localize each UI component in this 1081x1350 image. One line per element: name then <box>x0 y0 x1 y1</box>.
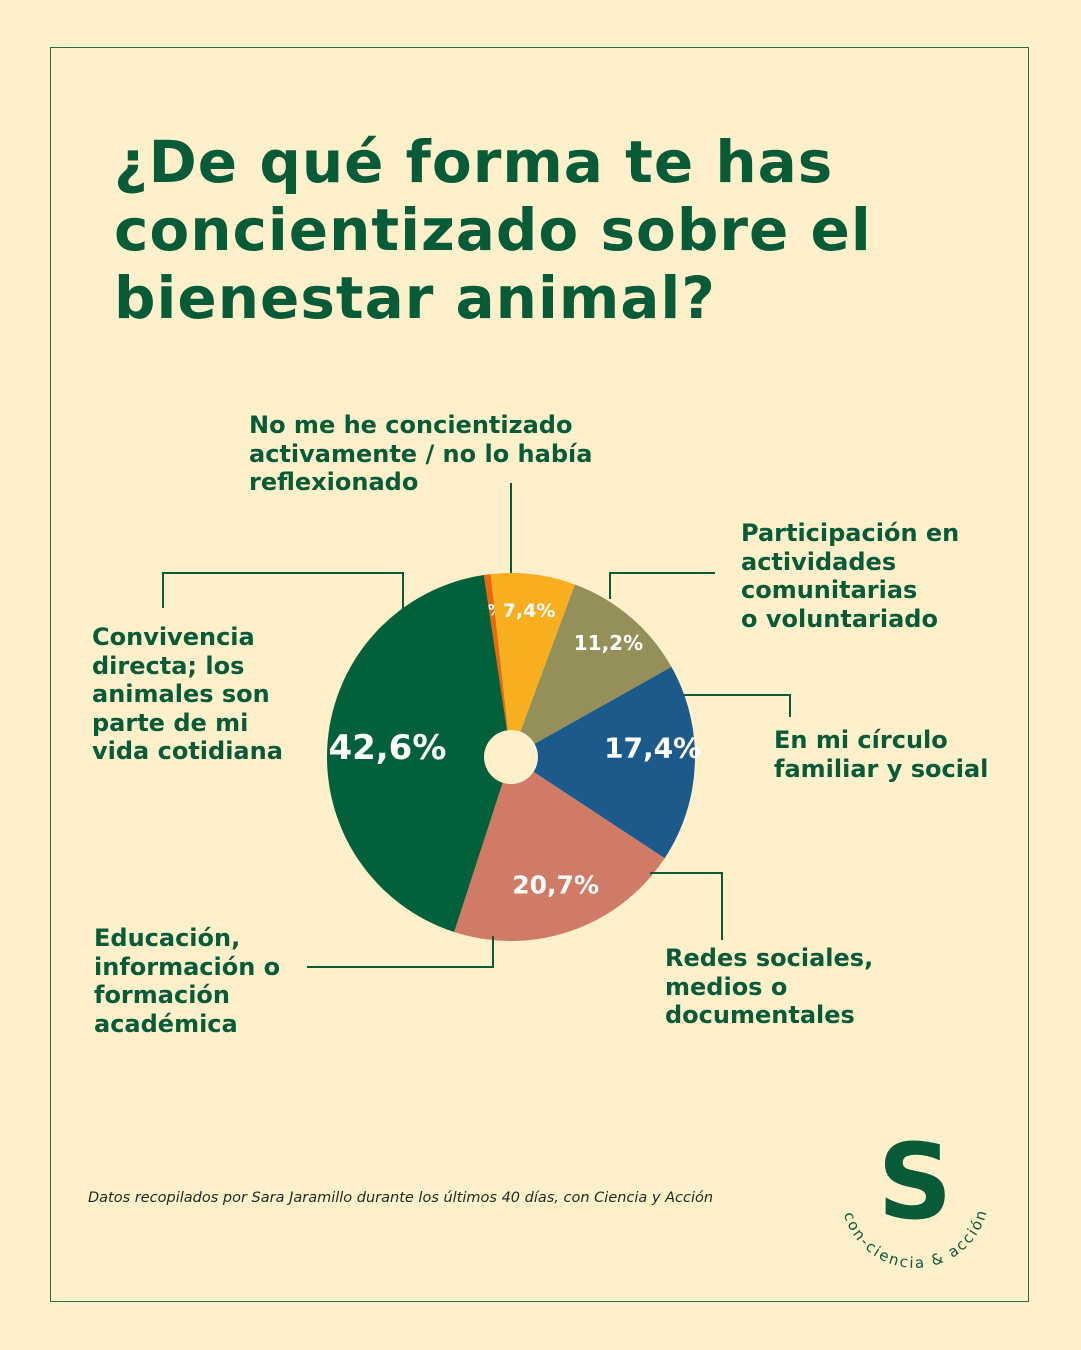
donut-hole <box>484 730 538 784</box>
page-frame <box>50 47 1029 1302</box>
pie-slice-convivencia-directa-los-animales-son-par <box>326 575 511 933</box>
logo-letter: S <box>878 1121 953 1243</box>
category-label-redes-sociales-medios-o-documentales: Redes sociales, medios o documentales <box>665 944 874 1029</box>
leader-line-participacion-en-actividades-comunitaria <box>609 572 715 599</box>
slice-percent-label: 17,4% <box>604 731 701 764</box>
pie-slice-redes-sociales-medios-o-documentales <box>511 666 695 859</box>
slice-percent-label: 7,4% <box>503 600 556 622</box>
category-label-participacion-en-actividades-comunitaria: Participación en actividades comunitarias o… <box>741 519 960 633</box>
leader-line-en-mi-circulo-familiar-y-social <box>684 694 791 717</box>
category-label-no-me-he-concientizado-activamente-no-lo: No me he concientizado activamente / no l… <box>249 411 593 496</box>
slice-percent-label: 20,7% <box>512 870 599 899</box>
pie-slice-no-me-he-concientizado-activamente-no-lo <box>483 574 511 757</box>
category-label-educacion-informacion-o-formacion-academ: Educación, información o formación académic… <box>94 924 281 1038</box>
slice-percent-label: 11,2% <box>574 631 643 655</box>
pie-slice-participacion-en-actividades-comunitaria <box>490 573 575 757</box>
leader-line-educacion-informacion-o-formacion-academ <box>307 936 494 968</box>
category-label-en-mi-circulo-familiar-y-social: En mi círculo familiar y social <box>774 726 989 783</box>
page-title: ¿De qué forma te has concientizado sobre… <box>114 128 872 332</box>
footnote: Datos recopilados por Sara Jaramillo dur… <box>88 1190 714 1206</box>
pie-slice-educacion-informacion-o-formacion-academ <box>454 757 665 942</box>
pie-slice-en-mi-circulo-familiar-y-social <box>511 584 672 757</box>
category-label-convivencia-directa-los-animales-son-par: Convivencia directa; los animales son parte… <box>92 623 283 765</box>
leader-line-convivencia-directa-los-animales-son-par <box>162 572 404 609</box>
brand-logo: S con-ciencia & acción <box>840 1121 989 1272</box>
slice-percent-label: 42,6% <box>328 728 446 768</box>
leader-line-redes-sociales-medios-o-documentales <box>650 872 723 940</box>
